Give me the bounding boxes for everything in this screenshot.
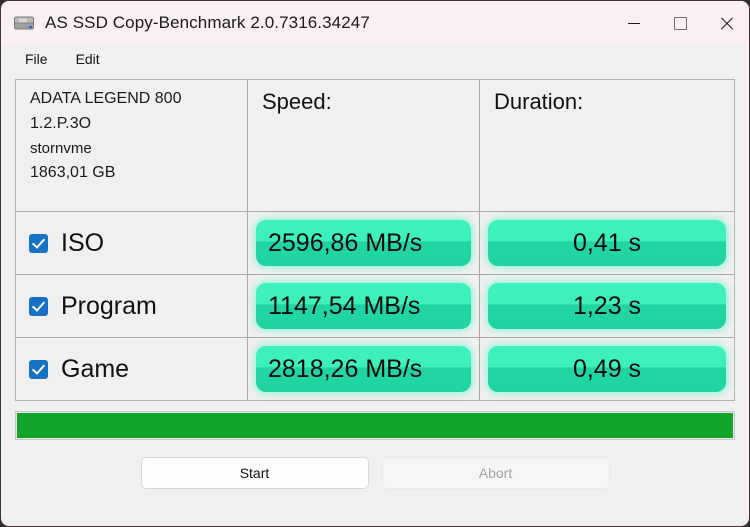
- ssd-drive-icon: [13, 12, 35, 34]
- window-title: AS SSD Copy-Benchmark 2.0.7316.34247: [45, 13, 370, 32]
- duration-value-pill: 1,23 s: [488, 283, 726, 329]
- row-name-cell: Game: [16, 338, 248, 400]
- duration-value: 1,23 s: [572, 291, 642, 320]
- maximize-icon[interactable]: [657, 1, 703, 45]
- row-duration-cell: 0,41 s: [480, 212, 734, 274]
- duration-value: 0,41 s: [572, 228, 642, 257]
- benchmark-table: ADATA LEGEND 800 1.2.P.3O stornvme 1863,…: [15, 79, 735, 401]
- close-icon[interactable]: [703, 1, 749, 45]
- row-label: Program: [61, 291, 157, 320]
- row-label: Game: [61, 354, 130, 383]
- row-duration-cell: 1,23 s: [480, 275, 734, 337]
- row-name-cell: Program: [16, 275, 248, 337]
- duration-value-pill: 0,41 s: [488, 220, 726, 266]
- checkbox-iso[interactable]: [29, 233, 48, 253]
- start-button[interactable]: Start: [140, 457, 369, 489]
- drive-driver: stornvme: [30, 140, 92, 157]
- column-header-speed: Speed:: [248, 80, 480, 211]
- row-speed-cell: 2818,26 MB/s: [248, 338, 480, 400]
- button-row: Start Abort: [15, 457, 735, 489]
- speed-value-pill: 2818,26 MB/s: [256, 346, 471, 392]
- menu-item-edit[interactable]: Edit: [75, 51, 100, 67]
- speed-value: 2818,26 MB/s: [268, 354, 423, 383]
- drive-firmware: 1.2.P.3O: [30, 115, 92, 132]
- minimize-icon[interactable]: [611, 1, 657, 45]
- table-row: ISO 2596,86 MB/s 0,41 s: [16, 212, 734, 275]
- column-header-duration: Duration:: [494, 89, 584, 114]
- table-header-row: ADATA LEGEND 800 1.2.P.3O stornvme 1863,…: [16, 80, 734, 212]
- row-name-cell: ISO: [16, 212, 248, 274]
- speed-value: 2596,86 MB/s: [268, 228, 423, 257]
- abort-button: Abort: [381, 457, 610, 489]
- drive-info-cell: ADATA LEGEND 800 1.2.P.3O stornvme 1863,…: [16, 80, 248, 211]
- window-controls: [611, 1, 749, 45]
- duration-value: 0,49 s: [572, 354, 642, 383]
- content-area: ADATA LEGEND 800 1.2.P.3O stornvme 1863,…: [1, 73, 749, 526]
- speed-value-pill: 2596,86 MB/s: [256, 220, 471, 266]
- speed-value-pill: 1147,54 MB/s: [256, 283, 471, 329]
- row-speed-cell: 1147,54 MB/s: [248, 275, 480, 337]
- menu-item-file[interactable]: File: [25, 51, 48, 67]
- menu-bar: File Edit: [1, 45, 749, 73]
- progress-bar: [15, 411, 735, 440]
- checkbox-game[interactable]: [29, 359, 48, 379]
- drive-model: ADATA LEGEND 800: [30, 90, 182, 107]
- row-label: ISO: [61, 228, 105, 257]
- drive-capacity: 1863,01 GB: [30, 164, 116, 181]
- table-row: Game 2818,26 MB/s 0,49 s: [16, 338, 734, 400]
- title-bar[interactable]: AS SSD Copy-Benchmark 2.0.7316.34247: [1, 1, 749, 45]
- checkbox-program[interactable]: [29, 296, 48, 316]
- table-row: Program 1147,54 MB/s 1,23 s: [16, 275, 734, 338]
- row-duration-cell: 0,49 s: [480, 338, 734, 400]
- row-speed-cell: 2596,86 MB/s: [248, 212, 480, 274]
- progress-bar-fill: [17, 413, 733, 438]
- duration-value-pill: 0,49 s: [488, 346, 726, 392]
- speed-value: 1147,54 MB/s: [268, 291, 421, 320]
